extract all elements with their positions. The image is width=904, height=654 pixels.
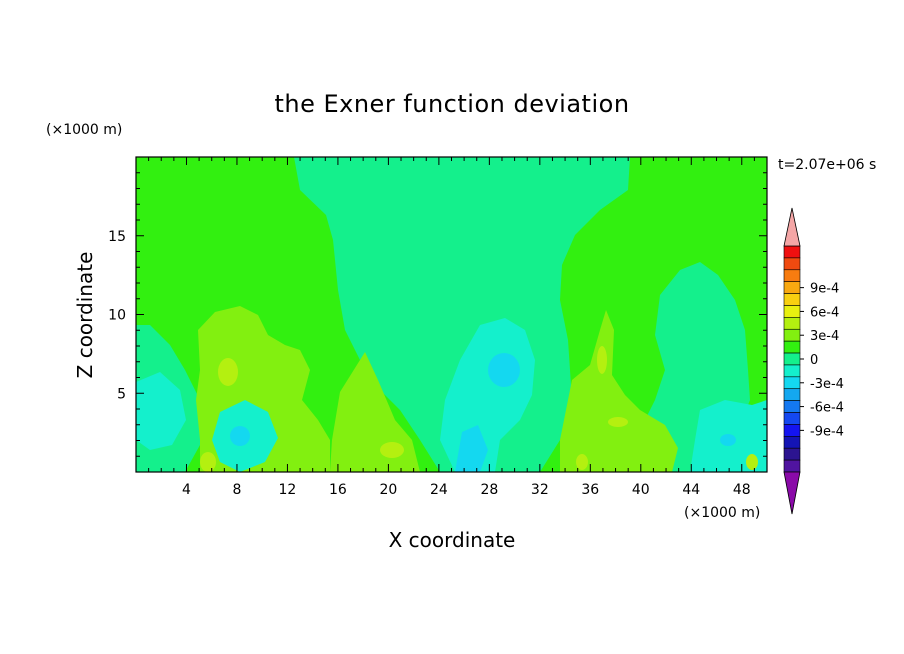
colorbar-tick-label: -9e-4 [810, 424, 844, 439]
colorbar-band [783, 352, 801, 366]
x-tick-label: 20 [379, 482, 397, 498]
x-tick-label: 48 [733, 482, 751, 498]
colorbar-band [783, 269, 801, 282]
colorbar-tick-label: 0 [810, 353, 818, 368]
colorbar-band [783, 257, 801, 271]
x-tick-label: 16 [329, 482, 347, 498]
colorbar-tick-label: 3e-4 [810, 329, 839, 344]
colorbar-band [783, 388, 801, 401]
y-tick-label: 5 [117, 386, 126, 402]
colorbar-tick-label: -6e-4 [810, 401, 844, 416]
x-axis: 4 8 12 16 20 24 28 32 36 40 44 48 [148, 157, 755, 498]
time-label: t=2.07e+06 s [778, 157, 876, 173]
x-tick-label: 40 [632, 482, 650, 498]
colorbar-band [783, 281, 801, 294]
y-tick-label: 15 [108, 229, 126, 245]
colorbar-band [783, 340, 801, 354]
y-tick-label: 10 [108, 308, 126, 324]
colorbar-band [783, 328, 801, 342]
colorbar-band [783, 305, 801, 318]
colorbar-band [783, 317, 801, 330]
x-tick-label: 32 [531, 482, 549, 498]
colorbar-over-triangle [783, 207, 801, 247]
colorbar-band [783, 459, 801, 473]
colorbar-band [783, 364, 801, 378]
colorbar-band [783, 376, 801, 390]
colorbar-band [783, 424, 801, 437]
x-tick-label: 4 [182, 482, 191, 498]
colorbar-band [783, 412, 801, 425]
x-unit-label: (×1000 m) [684, 505, 760, 521]
colorbar-tick-label: 9e-4 [810, 282, 839, 297]
x-tick-label: 44 [682, 482, 700, 498]
chart-title: the Exner function deviation [274, 90, 629, 118]
colorbar-band [783, 293, 801, 306]
x-tick-label: 36 [581, 482, 599, 498]
x-axis-label: X coordinate [389, 528, 516, 552]
contour-field [136, 157, 767, 472]
colorbar-band [783, 447, 801, 461]
colorbar-tick-label: -3e-4 [810, 377, 844, 392]
x-tick-label: 24 [430, 482, 448, 498]
y-axis-label: Z coordinate [73, 252, 97, 379]
colorbar-band [783, 245, 801, 259]
y-unit-label: (×1000 m) [46, 122, 122, 138]
colorbar: 9e-4 6e-4 3e-4 0 -3e-4 -6e-4 -9e-4 [783, 207, 844, 515]
x-tick-label: 28 [480, 482, 498, 498]
x-tick-label: 8 [232, 482, 241, 498]
colorbar-tick-label: 6e-4 [810, 305, 839, 320]
colorbar-band [783, 400, 801, 413]
colorbar-band [783, 436, 801, 449]
y-axis: 5 10 15 [108, 172, 767, 457]
colorbar-under-triangle [783, 471, 801, 515]
x-tick-label: 12 [279, 482, 297, 498]
